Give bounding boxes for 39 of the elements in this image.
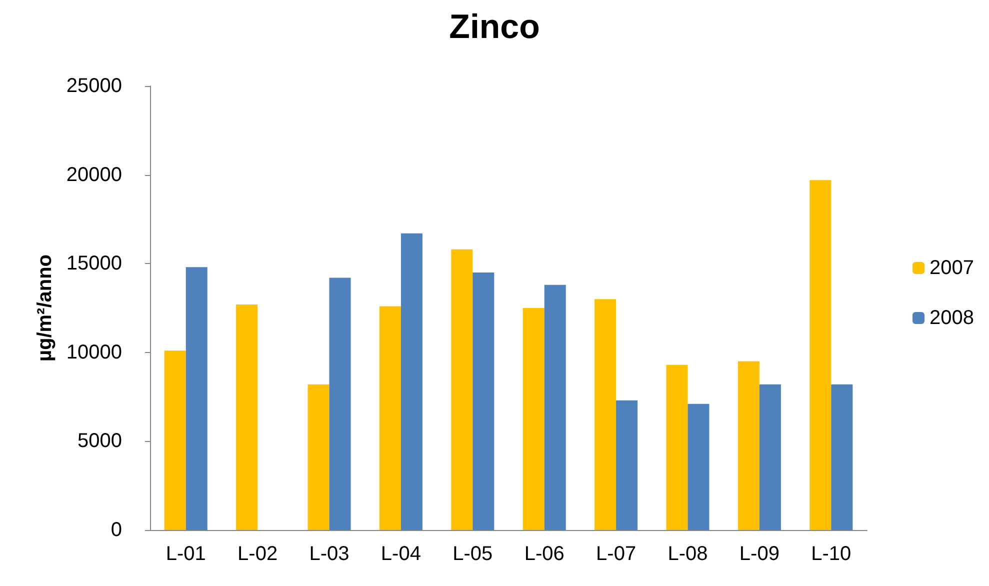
bar (451, 249, 473, 530)
bar (594, 299, 616, 530)
bar (236, 304, 258, 530)
bar (186, 267, 208, 530)
x-tick-label: L-06 (524, 543, 564, 565)
bar (522, 308, 544, 530)
bar (308, 384, 330, 530)
bar (616, 400, 638, 530)
legend-label: 2007 (930, 257, 974, 279)
x-tick-label: L-02 (238, 543, 278, 565)
y-tick-label: 5000 (78, 430, 122, 452)
x-tick-label: L-03 (309, 543, 350, 565)
bar (759, 384, 781, 530)
bar (400, 233, 422, 530)
chart-title: Zinco (449, 8, 540, 46)
x-tick-label: L-10 (811, 543, 852, 565)
bar (688, 404, 710, 530)
x-tick-label: L-08 (668, 543, 708, 565)
bar (544, 284, 566, 530)
bar (472, 272, 494, 530)
y-axis-title: µg/m²/anno (34, 254, 56, 362)
bar (666, 364, 688, 530)
legend-label: 2008 (930, 307, 974, 329)
y-tick-label: 10000 (66, 341, 122, 364)
y-tick-label: 20000 (66, 164, 122, 186)
bar (329, 278, 351, 530)
y-tick-label: 25000 (66, 75, 122, 97)
x-tick-label: L-04 (380, 543, 421, 565)
bar (164, 350, 186, 530)
x-tick-label: L-05 (452, 543, 493, 565)
bar (738, 361, 760, 530)
y-tick-label: 15000 (66, 252, 122, 275)
bar (379, 306, 401, 530)
x-tick-label: L-07 (596, 543, 636, 565)
bar (810, 180, 832, 530)
x-tick-label: L-09 (739, 543, 780, 565)
y-tick-label: 0 (110, 519, 122, 541)
x-tick-label: L-01 (166, 543, 206, 565)
bar (831, 384, 853, 530)
